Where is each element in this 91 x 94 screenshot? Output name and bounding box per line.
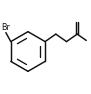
Text: Br: Br [1, 23, 10, 32]
